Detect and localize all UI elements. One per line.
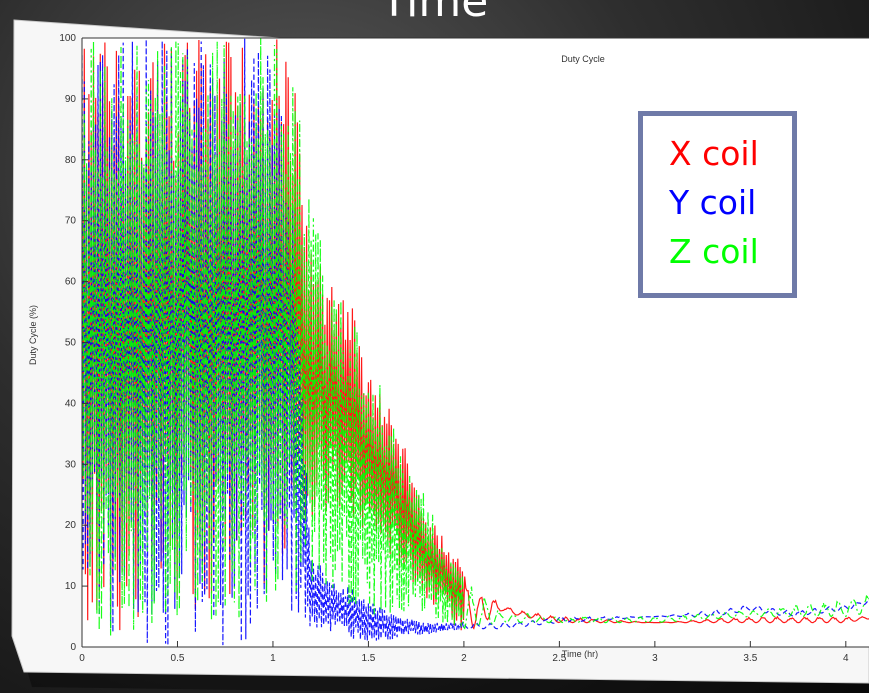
legend-entry-x: X coil (669, 129, 792, 178)
legend: X coil Y coil Z coil (638, 111, 797, 298)
legend-entry-letter: Y (669, 183, 690, 222)
x-tick-label: 2 (461, 653, 467, 664)
x-tick-label: 2.5 (552, 653, 566, 664)
chart-title: Duty Cycle (561, 54, 605, 64)
x-tick-label: 0.5 (171, 653, 185, 664)
y-tick-label: 60 (65, 277, 77, 288)
y-tick-label: 10 (65, 581, 77, 592)
legend-entry-letter: Z (669, 232, 692, 271)
y-tick-label: 100 (59, 33, 76, 44)
legend-entry-word: coil (691, 232, 759, 271)
y-tick-label: 30 (65, 459, 77, 470)
y-tick-label: 50 (65, 338, 77, 349)
y-tick-label: 20 (65, 520, 77, 531)
series-trace (82, 38, 869, 636)
x-tick-label: 1 (270, 653, 276, 664)
legend-entry-word: coil (689, 183, 757, 222)
legend-entry-z: Z coil (669, 227, 792, 276)
y-tick-label: 0 (70, 642, 76, 653)
y-tick-label: 90 (65, 94, 77, 105)
y-axis-label: Duty Cycle (%) (28, 305, 38, 365)
y-tick-label: 70 (65, 216, 77, 227)
y-tick-label: 80 (65, 155, 77, 166)
x-tick-label: 3.5 (743, 653, 757, 664)
x-axis-label: Time (hr) (562, 649, 598, 659)
x-tick-label: 1.5 (361, 653, 375, 664)
x-tick-label: 4 (843, 653, 849, 664)
x-tick-label: 3 (652, 653, 658, 664)
series-line (82, 38, 869, 636)
slide-title: Time (380, 0, 489, 27)
legend-entry-word: coil (691, 134, 759, 173)
legend-entry-y: Y coil (669, 178, 792, 227)
x-tick-label: 0 (79, 653, 85, 664)
legend-entry-letter: X (669, 134, 692, 173)
y-tick-label: 40 (65, 398, 77, 409)
